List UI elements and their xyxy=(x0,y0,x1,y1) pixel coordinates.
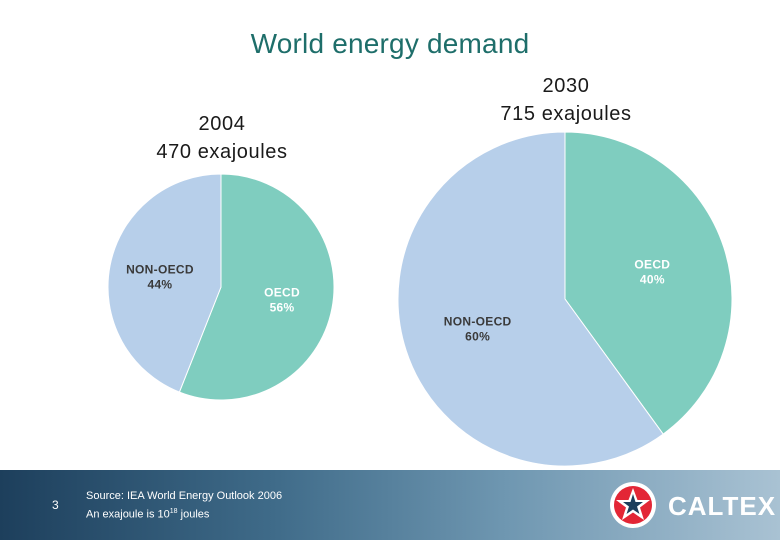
source-note: Source: IEA World Energy Outlook 2006 An… xyxy=(86,489,282,523)
caltex-star-icon xyxy=(610,482,656,528)
chart-2030-caption: 2030 715 exajoules xyxy=(466,72,666,128)
pie-2030-value-oecd: 40% xyxy=(640,273,665,287)
pie-2030-label-oecd: OECD xyxy=(634,258,670,272)
chart-2004-year: 2004 xyxy=(198,113,246,135)
pie-2030-label-non-oecd: NON-OECD xyxy=(444,314,512,328)
exajoule-note: An exajoule is 1018 joules xyxy=(86,508,210,521)
chart-2004-caption: 2004 470 exajoules xyxy=(122,110,322,166)
footer-bar: 3 Source: IEA World Energy Outlook 2006 … xyxy=(0,470,780,540)
pie-2030-slice-oecd xyxy=(564,131,733,435)
chart-2030-year: 2030 xyxy=(542,75,590,97)
page-title: World energy demand xyxy=(250,28,530,59)
pie-2004-label-oecd: OECD xyxy=(264,286,300,300)
chart-2004-total: 470 exajoules xyxy=(156,141,288,163)
page-number: 3 xyxy=(52,498,59,512)
pie-2004-label-non-oecd: NON-OECD xyxy=(126,262,194,276)
pie-2030-value-non-oecd: 60% xyxy=(465,329,490,343)
logo-text: CALTEX xyxy=(668,491,777,521)
pie-2004-value-non-oecd: 44% xyxy=(147,277,172,291)
source-line: Source: IEA World Energy Outlook 2006 xyxy=(86,490,283,502)
pie-2004-value-oecd: 56% xyxy=(270,301,295,315)
pie-2030-slice-non-oecd xyxy=(397,131,664,467)
pie-2004-slice-non-oecd xyxy=(107,173,222,393)
caltex-logo: CALTEX xyxy=(606,478,775,532)
pie-2004-slice-oecd xyxy=(178,173,335,401)
chart-2030-total: 715 exajoules xyxy=(500,103,632,125)
